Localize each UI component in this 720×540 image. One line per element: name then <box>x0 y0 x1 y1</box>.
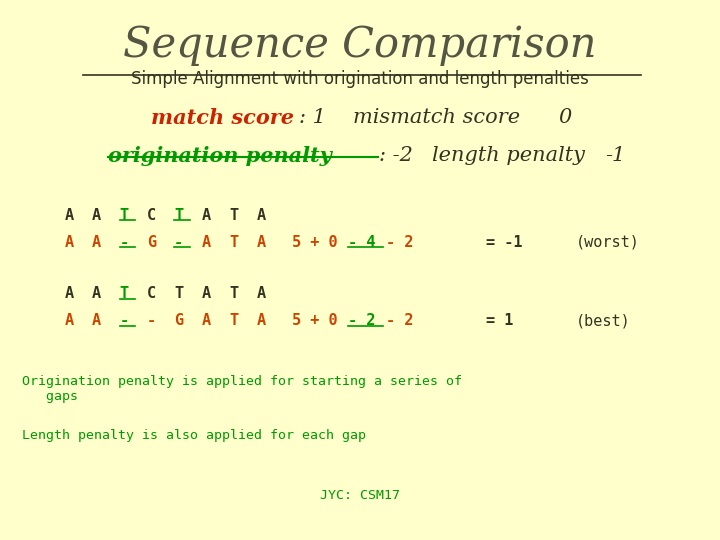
Text: A: A <box>202 235 211 250</box>
Text: A: A <box>256 235 266 250</box>
Text: A: A <box>256 208 266 223</box>
Text: 0: 0 <box>558 108 571 127</box>
Text: G: G <box>147 235 156 250</box>
Text: A: A <box>65 208 74 223</box>
Text: C: C <box>147 286 156 301</box>
Text: C: C <box>147 208 156 223</box>
Text: A: A <box>92 286 102 301</box>
Text: -: - <box>120 313 129 328</box>
Text: JYC: CSM17: JYC: CSM17 <box>320 489 400 502</box>
Text: Simple Alignment with origination and length penalties: Simple Alignment with origination and le… <box>131 70 589 88</box>
Text: -: - <box>174 235 184 250</box>
Text: mismatch score: mismatch score <box>353 108 520 127</box>
Text: T: T <box>229 286 238 301</box>
Text: length penalty: length penalty <box>432 146 585 165</box>
Text: -: - <box>147 313 156 328</box>
Text: 5 + 0: 5 + 0 <box>292 235 338 250</box>
Text: - 2: - 2 <box>348 313 376 328</box>
Text: A: A <box>256 313 266 328</box>
Text: - 2: - 2 <box>386 313 413 328</box>
Text: - 2: - 2 <box>386 235 413 250</box>
Text: T: T <box>120 208 129 223</box>
Text: T: T <box>229 313 238 328</box>
Text: T: T <box>174 286 184 301</box>
Text: : 1: : 1 <box>299 108 325 127</box>
Text: A: A <box>92 208 102 223</box>
Text: : -2: : -2 <box>379 146 413 165</box>
Text: - 4: - 4 <box>348 235 376 250</box>
Text: A: A <box>92 235 102 250</box>
Text: (worst): (worst) <box>576 235 640 250</box>
Text: A: A <box>92 313 102 328</box>
Text: -1: -1 <box>605 146 625 165</box>
Text: A: A <box>202 313 211 328</box>
Text: A: A <box>65 235 74 250</box>
Text: A: A <box>65 286 74 301</box>
Text: A: A <box>65 313 74 328</box>
Text: A: A <box>256 286 266 301</box>
Text: T: T <box>229 235 238 250</box>
Text: match score: match score <box>151 108 294 128</box>
Text: T: T <box>229 208 238 223</box>
Text: = -1: = -1 <box>486 235 523 250</box>
Text: T: T <box>174 208 184 223</box>
Text: -: - <box>120 235 129 250</box>
Text: Origination penalty is applied for starting a series of
   gaps: Origination penalty is applied for start… <box>22 375 462 403</box>
Text: (best): (best) <box>576 313 631 328</box>
Text: Length penalty is also applied for each gap: Length penalty is also applied for each … <box>22 429 366 442</box>
Text: 5 + 0: 5 + 0 <box>292 313 338 328</box>
Text: A: A <box>202 286 211 301</box>
Text: A: A <box>202 208 211 223</box>
Text: Sequence Comparison: Sequence Comparison <box>123 24 597 66</box>
Text: T: T <box>120 286 129 301</box>
Text: origination penalty: origination penalty <box>108 146 332 166</box>
Text: = 1: = 1 <box>486 313 513 328</box>
Text: G: G <box>174 313 184 328</box>
